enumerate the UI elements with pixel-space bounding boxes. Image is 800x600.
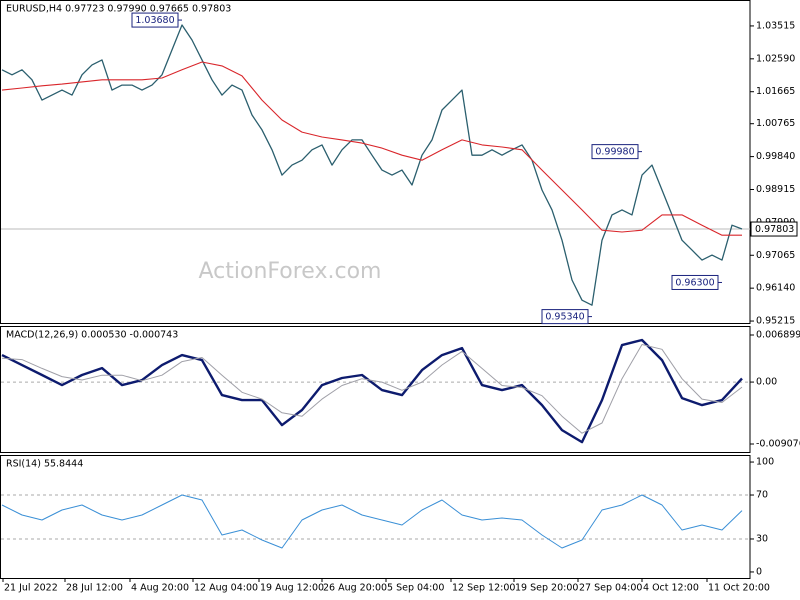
y-tick-label: 0.95215 — [756, 316, 795, 327]
x-tick-label: 12 Sep 12:00 — [452, 583, 515, 594]
y-tick-label: 0 — [756, 566, 762, 577]
y-tick-label: 1.02590 — [756, 53, 795, 64]
x-tick-label: 11 Oct 20:00 — [708, 583, 770, 594]
y-tick-label: 0.98915 — [756, 184, 795, 195]
watermark: ActionForex.com — [199, 259, 382, 284]
y-tick-label: 0.00 — [756, 377, 777, 388]
x-tick-label: 5 Sep 04:00 — [387, 583, 444, 594]
y-tick-label: 1.01665 — [756, 86, 795, 97]
y-tick-label: 0.96140 — [756, 283, 795, 294]
panel-title: MACD(12,26,9) 0.000530 -0.000743 — [6, 330, 178, 341]
x-tick-label: 4 Aug 20:00 — [131, 583, 189, 594]
annotation-box — [671, 274, 719, 290]
series-line — [1, 338, 743, 444]
y-tick-label: 0.006899 — [756, 329, 800, 340]
annotation-box — [541, 309, 589, 325]
last-price-label: 0.97803 — [755, 224, 794, 235]
x-tick-label: 21 Jul 2022 — [4, 583, 58, 594]
x-tick-label: 28 Jul 12:00 — [66, 583, 123, 594]
annotation-label: 1.03680 — [135, 15, 174, 26]
last-price-box — [750, 221, 798, 237]
x-tick-label: 4 Oct 12:00 — [643, 583, 699, 594]
y-tick-label: 70 — [756, 490, 768, 501]
panel-title: RSI(14) 55.8444 — [6, 459, 83, 470]
panel-frame — [0, 326, 751, 453]
y-tick-label: 1.03515 — [756, 20, 795, 31]
panel-frame — [0, 0, 751, 324]
x-tick-label: 19 Sep 20:00 — [515, 583, 578, 594]
series-line — [1, 494, 743, 549]
series-line — [1, 344, 743, 434]
y-tick-label: 1.00765 — [756, 118, 795, 129]
annotation-label: 0.99980 — [595, 147, 634, 158]
y-tick-label: -0.009076 — [756, 439, 800, 450]
y-tick-label: 100 — [756, 457, 774, 468]
x-tick-label: 19 Aug 12:00 — [260, 583, 324, 594]
y-tick-label: 0.97065 — [756, 250, 795, 261]
annotation-box — [591, 144, 639, 160]
panel-frame — [0, 455, 751, 579]
panel-title: EURUSD,H4 0.97723 0.97990 0.97665 0.9780… — [6, 4, 231, 15]
x-tick-label: 27 Sep 04:00 — [579, 583, 642, 594]
annotation-label: 0.95340 — [545, 312, 584, 323]
series-line — [1, 24, 743, 306]
x-tick-label: 26 Aug 20:00 — [323, 583, 387, 594]
series-line — [1, 61, 742, 236]
y-tick-label: 30 — [756, 533, 768, 544]
annotation-label: 0.96300 — [675, 277, 714, 288]
y-tick-label: 0.99840 — [756, 151, 795, 162]
annotation-box — [131, 12, 179, 28]
x-tick-label: 12 Aug 04:00 — [194, 583, 258, 594]
